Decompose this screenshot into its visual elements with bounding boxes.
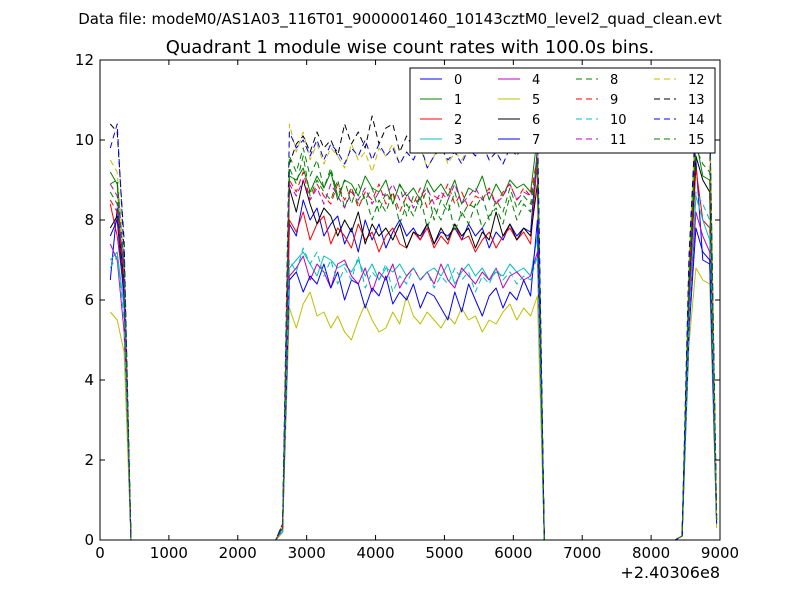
y-tick-label: 2 bbox=[84, 451, 94, 469]
ticks-layer: 0 1000 2000 3000 4000 5000 6000 7000 8000 9000 0 2 4… bbox=[75, 51, 739, 562]
legend-label-14: 14 bbox=[688, 113, 705, 128]
x-offset-label: +2.40306e8 bbox=[620, 563, 720, 582]
x-tick-label: 4000 bbox=[356, 544, 394, 562]
chart-suptitle: Data file: modeM0/AS1A03_116T01_90000014… bbox=[78, 10, 722, 29]
x-tick-label: 2000 bbox=[219, 544, 257, 562]
legend-label-11: 11 bbox=[610, 133, 627, 148]
x-tick-label: 8000 bbox=[632, 544, 670, 562]
x-tick-label: 9000 bbox=[701, 544, 739, 562]
y-tick-label: 8 bbox=[84, 211, 94, 229]
y-tick-label: 0 bbox=[84, 531, 94, 549]
legend-label-12: 12 bbox=[688, 73, 705, 88]
x-tick-label: 6000 bbox=[494, 544, 532, 562]
y-tick-label: 12 bbox=[75, 51, 94, 69]
legend-label-7: 7 bbox=[532, 133, 540, 148]
y-tick-label: 10 bbox=[75, 131, 94, 149]
legend-label-3: 3 bbox=[454, 133, 462, 148]
legend-label-13: 13 bbox=[688, 93, 705, 108]
legend-label-5: 5 bbox=[532, 93, 540, 108]
legend-label-6: 6 bbox=[532, 113, 540, 128]
legend-label-2: 2 bbox=[454, 113, 462, 128]
x-tick-label: 0 bbox=[95, 544, 105, 562]
y-tick-label: 6 bbox=[84, 291, 94, 309]
legend-label-15: 15 bbox=[688, 133, 705, 148]
legend-label-9: 9 bbox=[610, 93, 618, 108]
x-tick-label: 3000 bbox=[288, 544, 326, 562]
x-tick-label: 7000 bbox=[563, 544, 601, 562]
x-tick-label: 5000 bbox=[425, 544, 463, 562]
legend-label-4: 4 bbox=[532, 73, 540, 88]
legend-label-0: 0 bbox=[454, 73, 462, 88]
legend-box bbox=[409, 67, 716, 154]
legend-label-8: 8 bbox=[610, 73, 618, 88]
legend-label-1: 1 bbox=[454, 93, 462, 108]
y-tick-label: 4 bbox=[84, 371, 94, 389]
x-tick-label: 1000 bbox=[150, 544, 188, 562]
legend-label-10: 10 bbox=[610, 113, 627, 128]
chart-title: Quadrant 1 module wise count rates with … bbox=[166, 37, 655, 58]
